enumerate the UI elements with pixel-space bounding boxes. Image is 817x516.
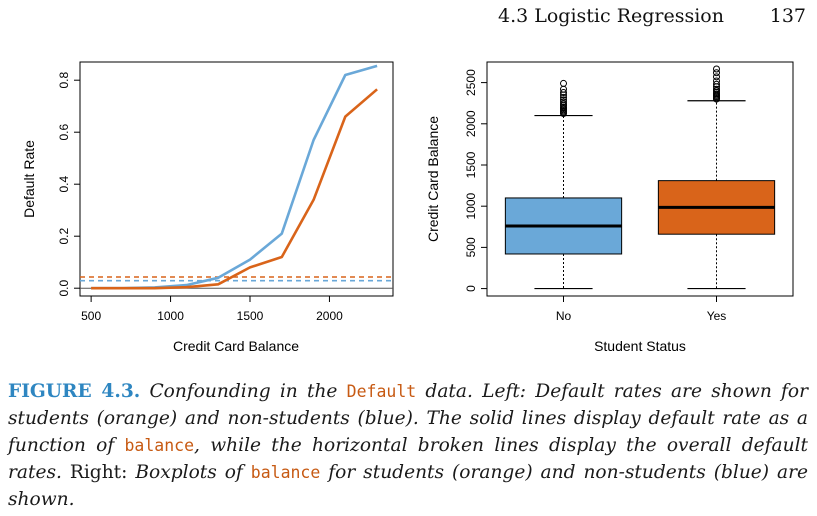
box-Yes-outlier [713,69,720,77]
left-y-axis: 0.0 0.2 0.4 0.6 0.8 [57,72,80,297]
right-x-tick-label: Yes [707,309,727,323]
box-No-outlier [560,93,567,101]
left-y-axis-label: Default Rate [21,140,37,218]
caption-text-5: Boxplots of [127,462,251,483]
right-x-tick-label: No [556,309,572,323]
caption-text-3: , while the horizontal broken lines disp… [8,435,808,483]
left-x-axis: 500 1000 1500 2000 [81,296,343,323]
right-y-axis: 0 500 1000 1500 2000 2500 [464,69,487,292]
right-y-tick-label: 0 [464,285,478,292]
box-No-outlier [560,100,567,108]
left-line-chart: 500 1000 1500 2000 0.0 0.2 0.4 0.6 0.8 Credit C… [21,61,394,354]
box-Yes-outlier [713,77,720,85]
caption-code-balance-1: balance [124,436,195,455]
left-plot-frame [79,61,394,297]
figure-label: FIGURE 4.3. [8,381,141,402]
box-Yes-outlier [713,65,720,73]
left-series-group [80,64,393,290]
right-x-axis-label: Student Status [594,338,686,354]
left-y-tick-label: 0.0 [57,280,71,297]
caption-text-6: for students (orange) and non-students (… [8,462,808,510]
right-boxplot-chart: No Yes 0 500 1000 1500 2000 2500 Student Statu… [425,61,794,354]
right-y-tick-label: 2500 [464,69,478,96]
left-x-tick-label: 500 [81,309,101,323]
right-y-tick-label: 2000 [464,110,478,137]
running-head-section: 4.3 Logistic Regression [498,5,724,27]
page-number: 137 [769,5,806,27]
left-x-axis-label: Credit Card Balance [173,338,299,354]
left-series-0-solid-line [91,64,378,290]
left-x-tick-label: 2000 [316,309,343,323]
box-No-outlier [560,79,567,87]
figure-4-3: 500 1000 1500 2000 0.0 0.2 0.4 0.6 0.8 Credit C… [21,61,794,354]
right-plot-frame [486,61,794,297]
page-header: 4.3 Logistic Regression 137 [0,5,812,31]
box-Yes-outlier [713,80,720,88]
right-box-group [504,65,776,290]
caption-code-default: Default [346,382,417,401]
caption-text-1: Confounding in the [140,381,347,402]
left-series-1-solid-line [91,88,378,290]
left-x-tick-label: 1500 [237,309,264,323]
right-y-tick-label: 1000 [464,193,478,220]
box-No-outlier [560,88,567,96]
box-No-outlier [560,98,567,106]
caption-text-right: Right: [69,462,128,483]
right-y-tick-label: 1500 [464,151,478,178]
right-y-axis-label: Credit Card Balance [425,116,441,242]
caption-code-balance-2: balance [250,463,321,482]
left-y-tick-label: 0.2 [57,228,71,245]
right-x-axis: No Yes [556,296,726,323]
caption-text-2: data. Left: Default rates are shown for … [8,381,808,456]
box-No-outlier [560,96,567,104]
left-y-tick-label: 0.4 [57,176,71,193]
right-y-tick-label: 500 [464,237,478,257]
left-y-tick-label: 0.6 [57,124,71,141]
box-Yes-outlier [713,85,720,93]
left-x-tick-label: 1000 [157,309,184,323]
box-Yes-outlier [713,73,720,81]
figure-caption: FIGURE 4.3. Confounding in the Default d… [8,378,808,513]
left-y-tick-label: 0.8 [57,72,71,89]
